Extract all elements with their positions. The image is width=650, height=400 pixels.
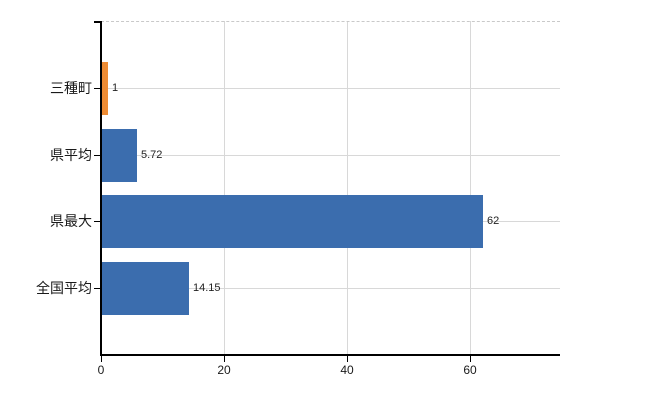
category-label: 三種町: [50, 80, 92, 96]
x-tick: [224, 356, 225, 362]
gridline-horizontal: [102, 288, 560, 289]
y-tick: [94, 88, 101, 89]
x-tick: [470, 356, 471, 362]
gridline-vertical: [470, 21, 471, 355]
gridline-horizontal: [102, 155, 560, 156]
y-axis-line: [100, 21, 102, 355]
x-tick-label: 20: [217, 363, 231, 377]
y-tick: [94, 155, 101, 156]
category-label: 全国平均: [36, 280, 92, 296]
gridline-horizontal: [102, 88, 560, 89]
bar: [102, 62, 108, 115]
y-tick: [94, 221, 101, 222]
x-tick-label: 60: [463, 363, 477, 377]
gridline-vertical: [224, 21, 225, 355]
bar-value-label: 62: [487, 215, 500, 227]
gridline-vertical: [347, 21, 348, 355]
x-tick: [347, 356, 348, 362]
x-tick-label: 40: [340, 363, 354, 377]
bar: [102, 129, 137, 182]
y-tick: [94, 288, 101, 289]
bar-value-label: 1: [112, 82, 119, 94]
plot-top-border: [101, 21, 560, 22]
x-axis-line: [100, 354, 560, 356]
bar-value-label: 14.15: [193, 282, 221, 294]
x-tick-label: 0: [97, 363, 105, 377]
category-label: 県最大: [50, 213, 92, 229]
bar: [102, 262, 189, 315]
category-label: 県平均: [50, 147, 92, 163]
x-tick: [101, 356, 102, 362]
bar-value-label: 5.72: [141, 149, 163, 161]
bar: [102, 195, 483, 248]
y-axis-top-tick: [94, 21, 101, 23]
